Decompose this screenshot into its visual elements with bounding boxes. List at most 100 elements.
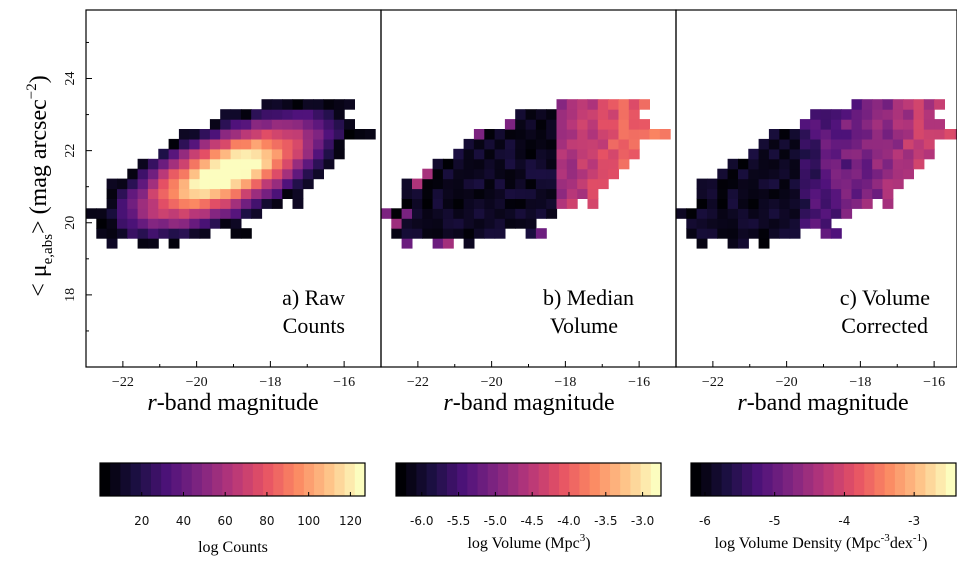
heatmap-cell [913, 148, 925, 160]
colorbar-swatch [354, 463, 366, 496]
heatmap-cell [251, 178, 263, 190]
heatmap-cell [872, 178, 884, 190]
heatmap-cell [789, 228, 801, 239]
heatmap-cell [577, 138, 589, 150]
heatmap-cell [758, 148, 770, 160]
heatmap-cell [556, 129, 568, 140]
heatmap-cell [768, 138, 780, 150]
heatmap-cell [117, 178, 128, 190]
colorbar-swatch [426, 463, 438, 496]
heatmap-cell [892, 148, 904, 160]
heatmap-cell [892, 158, 904, 170]
heatmap-cell [525, 188, 537, 199]
heatmap-cell [220, 208, 232, 219]
heatmap-cell [442, 158, 454, 170]
heatmap-cell [882, 129, 894, 140]
heatmap-cell [841, 158, 853, 170]
heatmap-cell [799, 158, 811, 170]
heatmap-cell [391, 228, 403, 239]
heatmap-cell [758, 208, 770, 219]
heatmap-cell [302, 129, 314, 140]
heatmap-cell [178, 129, 190, 140]
x-tick-label: −18 [554, 375, 576, 390]
heatmap-cell [473, 178, 485, 190]
heatmap-cell [923, 119, 935, 130]
heatmap-cell [556, 99, 568, 110]
heatmap-cell [220, 218, 232, 229]
colorbar-swatch [589, 463, 601, 496]
heatmap-cell [147, 208, 159, 219]
panel-c-label-line2: Corrected [841, 313, 928, 338]
heatmap-cell [727, 158, 739, 170]
heatmap-cell [535, 168, 547, 180]
heatmap-cell [230, 109, 242, 120]
heatmap-cell [117, 218, 128, 229]
heatmap-cell [649, 129, 661, 140]
panel-c [676, 99, 957, 249]
colorbar-swatch [630, 463, 642, 496]
heatmap-cell [779, 178, 791, 190]
colorbar-swatch [925, 463, 937, 496]
heatmap-cell [738, 158, 749, 170]
heatmap-cell [597, 178, 609, 190]
heatmap-cell [738, 218, 749, 229]
heatmap-cell [515, 109, 527, 120]
heatmap-cell [432, 168, 444, 180]
heatmap-cell [820, 208, 832, 219]
heatmap-cell [401, 208, 413, 219]
heatmap-cell [127, 178, 139, 190]
heatmap-cell [841, 168, 853, 180]
heatmap-cell [738, 168, 749, 180]
heatmap-cell [707, 188, 718, 199]
heatmap-cell [473, 148, 485, 160]
heatmap-cell [220, 188, 232, 199]
heatmap-cell [913, 119, 925, 130]
heatmap-cell [830, 178, 842, 190]
heatmap-cell [473, 129, 485, 140]
heatmap-cell [333, 129, 345, 140]
heatmap-cell [727, 208, 739, 219]
heatmap-cell [566, 148, 578, 160]
heatmap-cell [789, 178, 801, 190]
heatmap-cell [587, 109, 599, 120]
heatmap-cell [168, 198, 180, 209]
colorbar-swatch [854, 463, 865, 496]
heatmap-cell [442, 238, 454, 249]
colorbar-swatch [864, 463, 875, 496]
x-tick-label: −16 [923, 375, 945, 390]
heatmap-cell [240, 148, 252, 160]
heatmap-cell [302, 158, 314, 170]
y-axis-label: < μe,abs> (mag arcsec−2) [24, 75, 56, 297]
heatmap-cell [727, 198, 739, 209]
colorbar-tick-label: 60 [218, 514, 233, 528]
heatmap-cell [240, 208, 252, 219]
heatmap-cell [738, 238, 749, 249]
x-tick-label: −18 [849, 375, 871, 390]
heatmap-cell [810, 129, 822, 140]
heatmap-cell [789, 208, 801, 219]
heatmap-cell [401, 218, 413, 229]
heatmap-cell [587, 129, 599, 140]
heatmap-cell [209, 178, 221, 190]
heatmap-cell [861, 129, 873, 140]
heatmap-cell [861, 188, 873, 199]
heatmap-cell [271, 129, 283, 140]
heatmap-cell [851, 178, 863, 190]
heatmap-cell [292, 158, 304, 170]
heatmap-cell [333, 109, 345, 120]
heatmap-cell [841, 129, 853, 140]
heatmap-cell [313, 109, 324, 120]
heatmap-cell [799, 178, 811, 190]
heatmap-cell [566, 119, 578, 130]
colorbar-swatch [752, 463, 763, 496]
heatmap-cell [302, 168, 314, 180]
heatmap-cell [934, 119, 945, 130]
heatmap-cell [106, 208, 118, 219]
heatmap-cell [463, 138, 475, 150]
heatmap-cell [841, 138, 853, 150]
heatmap-cell [158, 178, 170, 190]
heatmap-cell [261, 148, 273, 160]
heatmap-cell [230, 178, 242, 190]
heatmap-cell [861, 119, 873, 130]
heatmap-cell [577, 129, 589, 140]
